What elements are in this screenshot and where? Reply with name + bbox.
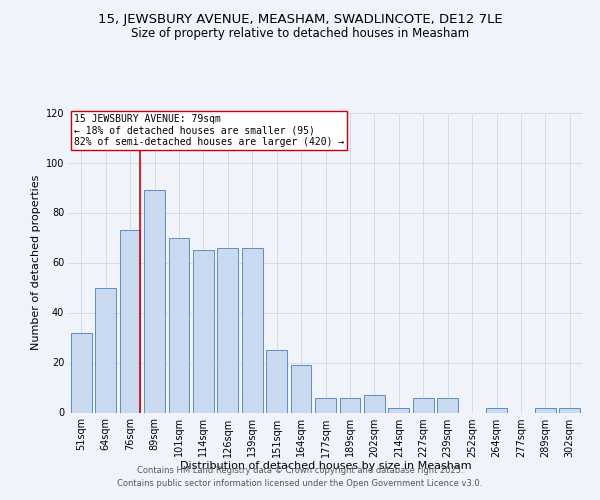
Bar xyxy=(71,332,92,412)
Bar xyxy=(169,238,190,412)
Bar xyxy=(437,398,458,412)
Text: Contains HM Land Registry data © Crown copyright and database right 2025.: Contains HM Land Registry data © Crown c… xyxy=(137,466,463,475)
Text: 15, JEWSBURY AVENUE, MEASHAM, SWADLINCOTE, DE12 7LE: 15, JEWSBURY AVENUE, MEASHAM, SWADLINCOT… xyxy=(98,12,502,26)
Bar xyxy=(119,230,140,412)
Bar xyxy=(413,398,434,412)
Bar xyxy=(95,288,116,412)
Text: 15 JEWSBURY AVENUE: 79sqm
← 18% of detached houses are smaller (95)
82% of semi-: 15 JEWSBURY AVENUE: 79sqm ← 18% of detac… xyxy=(74,114,344,147)
Bar xyxy=(535,408,556,412)
Bar xyxy=(486,408,507,412)
Y-axis label: Number of detached properties: Number of detached properties xyxy=(31,175,41,350)
Bar xyxy=(193,250,214,412)
Text: Size of property relative to detached houses in Measham: Size of property relative to detached ho… xyxy=(131,28,469,40)
Bar xyxy=(340,398,361,412)
Bar xyxy=(144,190,165,412)
X-axis label: Distribution of detached houses by size in Measham: Distribution of detached houses by size … xyxy=(179,461,472,471)
Bar xyxy=(559,408,580,412)
Bar xyxy=(290,365,311,412)
Bar xyxy=(266,350,287,412)
Bar xyxy=(388,408,409,412)
Bar xyxy=(217,248,238,412)
Bar xyxy=(315,398,336,412)
Bar xyxy=(242,248,263,412)
Text: Contains public sector information licensed under the Open Government Licence v3: Contains public sector information licen… xyxy=(118,478,482,488)
Bar xyxy=(364,395,385,412)
